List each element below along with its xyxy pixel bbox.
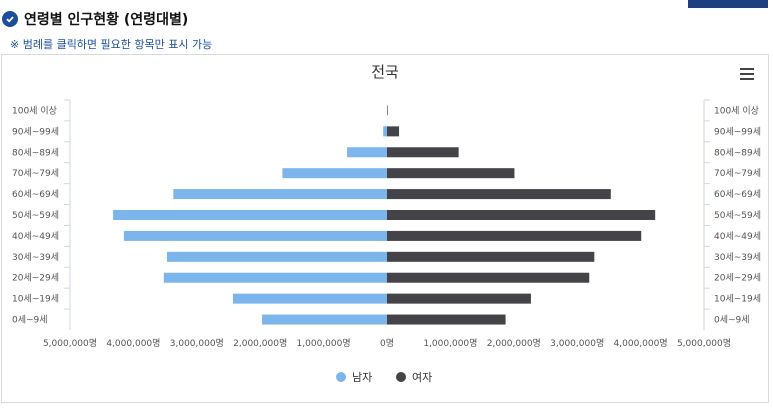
- female-bar: [387, 251, 595, 262]
- male-bar: [383, 126, 387, 137]
- x-tick-label: 1,000,000명: [423, 338, 477, 349]
- x-tick-label: 3,000,000명: [170, 338, 224, 349]
- right-category-label: 90세~99세: [714, 126, 761, 137]
- female-bar: [387, 147, 459, 158]
- male-bar: [123, 230, 387, 241]
- right-category-label: 20세~29세: [714, 273, 761, 284]
- right-category-label: 80세~89세: [714, 147, 761, 158]
- right-category-label: 60세~69세: [714, 189, 761, 200]
- left-category-label: 50세~59세: [12, 210, 59, 221]
- male-bar: [113, 210, 387, 220]
- right-category-label: 40세~49세: [714, 231, 761, 242]
- female-bar: [387, 168, 515, 179]
- left-category-label: 0세~9세: [12, 315, 48, 326]
- x-tick-label: 3,000,000명: [550, 338, 604, 349]
- legend-item-label[interactable]: 남자: [352, 371, 372, 384]
- left-category-label: 100세 이상: [12, 105, 57, 116]
- male-bar: [282, 168, 387, 179]
- right-category-label: 10세~19세: [714, 294, 761, 305]
- legend-item-label[interactable]: 여자: [412, 371, 432, 384]
- left-category-label: 20세~29세: [12, 273, 59, 284]
- x-tick-label: 4,000,000명: [614, 338, 668, 349]
- left-category-label: 30세~39세: [12, 252, 59, 263]
- legend-marker[interactable]: [336, 372, 346, 382]
- right-category-label: 70세~79세: [714, 168, 761, 179]
- left-category-label: 10세~19세: [12, 294, 59, 305]
- left-category-label: 60세~69세: [12, 189, 59, 200]
- x-tick-label: 1,000,000명: [297, 338, 351, 349]
- population-pyramid-chart: 100세 이상 100세 이상 90세~99세 90세~99세 80세~89세 80세~8…: [12, 99, 761, 384]
- left-category-label: 70세~79세: [12, 168, 59, 179]
- male-bar: [173, 189, 387, 200]
- right-category-label: 0세~9세: [714, 315, 750, 326]
- right-category-label: 50세~59세: [714, 210, 761, 221]
- x-tick-label: 2,000,000명: [487, 338, 541, 349]
- legend-marker[interactable]: [396, 372, 406, 382]
- female-bar: [387, 230, 642, 241]
- male-bar: [167, 251, 387, 262]
- section-header: 연령별 인구현황 (연령대별): [2, 9, 188, 29]
- legend-hint-note: ※ 범례를 클릭하면 필요한 항목만 표시 가능: [10, 38, 213, 51]
- x-tick-label: 0명: [380, 338, 394, 349]
- female-bar: [387, 272, 590, 283]
- chart-container: 전국 100세 이상 100세 이상 90세~99세 90세~99세 80세~89세 80…: [1, 54, 769, 403]
- female-bar: [387, 105, 388, 116]
- x-tick-label: 5,000,000명: [43, 338, 97, 349]
- corner-tab: [688, 0, 768, 8]
- left-category-label: 80세~89세: [12, 147, 59, 158]
- x-tick-label: 2,000,000명: [233, 338, 287, 349]
- left-category-label: 90세~99세: [12, 126, 59, 137]
- male-bar: [347, 147, 387, 158]
- female-bar: [387, 126, 400, 137]
- left-category-label: 40세~49세: [12, 231, 59, 242]
- male-bar: [232, 293, 387, 304]
- chart-title: 전국: [371, 63, 399, 81]
- check-circle-icon: [2, 11, 18, 27]
- male-bar: [163, 272, 387, 283]
- hamburger-menu-icon[interactable]: [740, 68, 754, 83]
- female-bar: [387, 189, 611, 200]
- right-category-label: 100세 이상: [714, 105, 759, 116]
- x-tick-label: 4,000,000명: [106, 338, 160, 349]
- x-tick-label: 5,000,000명: [677, 338, 731, 349]
- male-bar: [262, 314, 387, 325]
- female-bar: [387, 293, 531, 304]
- female-bar: [387, 210, 656, 220]
- page-title: 연령별 인구현황 (연령대별): [24, 12, 189, 28]
- right-category-label: 30세~39세: [714, 252, 761, 263]
- female-bar: [387, 314, 506, 325]
